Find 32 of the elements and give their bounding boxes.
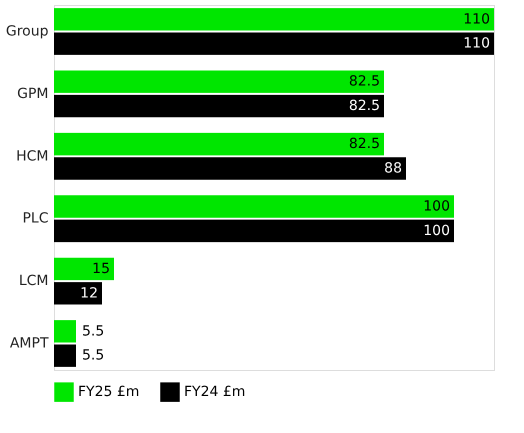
data-label: 5.5 (82, 348, 104, 364)
data-label: 110 (463, 36, 490, 52)
bar (54, 8, 494, 31)
y-tick-label: AMPT (10, 335, 49, 352)
y-tick-label: Group (6, 24, 49, 40)
data-label: 5.5 (82, 323, 104, 340)
data-label: 82.5 (348, 74, 380, 90)
bar (54, 195, 454, 218)
bar (54, 258, 114, 280)
y-tick-label: PLC (22, 210, 49, 227)
y-tick-label: HCM (16, 148, 48, 164)
data-label: 110 (463, 11, 490, 28)
bar (54, 344, 76, 367)
data-label: 100 (423, 198, 450, 215)
bar (54, 70, 384, 93)
bar (54, 132, 384, 156)
data-label: 82.5 (348, 136, 380, 152)
legend-label: FY25 £m (78, 384, 140, 400)
data-label: 100 (423, 222, 450, 239)
data-label: 82.5 (348, 98, 380, 114)
data-label: 12 (80, 285, 98, 302)
legend-label: FY24 £m (184, 384, 246, 400)
bar (54, 320, 76, 343)
y-tick-label: GPM (17, 86, 48, 102)
bar (54, 94, 384, 118)
data-label: 88 (384, 160, 402, 176)
data-label: 15 (92, 260, 110, 277)
y-tick-label: LCM (18, 273, 48, 290)
bar (54, 32, 494, 55)
bar (54, 282, 102, 304)
bar (54, 157, 406, 180)
bar (54, 220, 454, 242)
